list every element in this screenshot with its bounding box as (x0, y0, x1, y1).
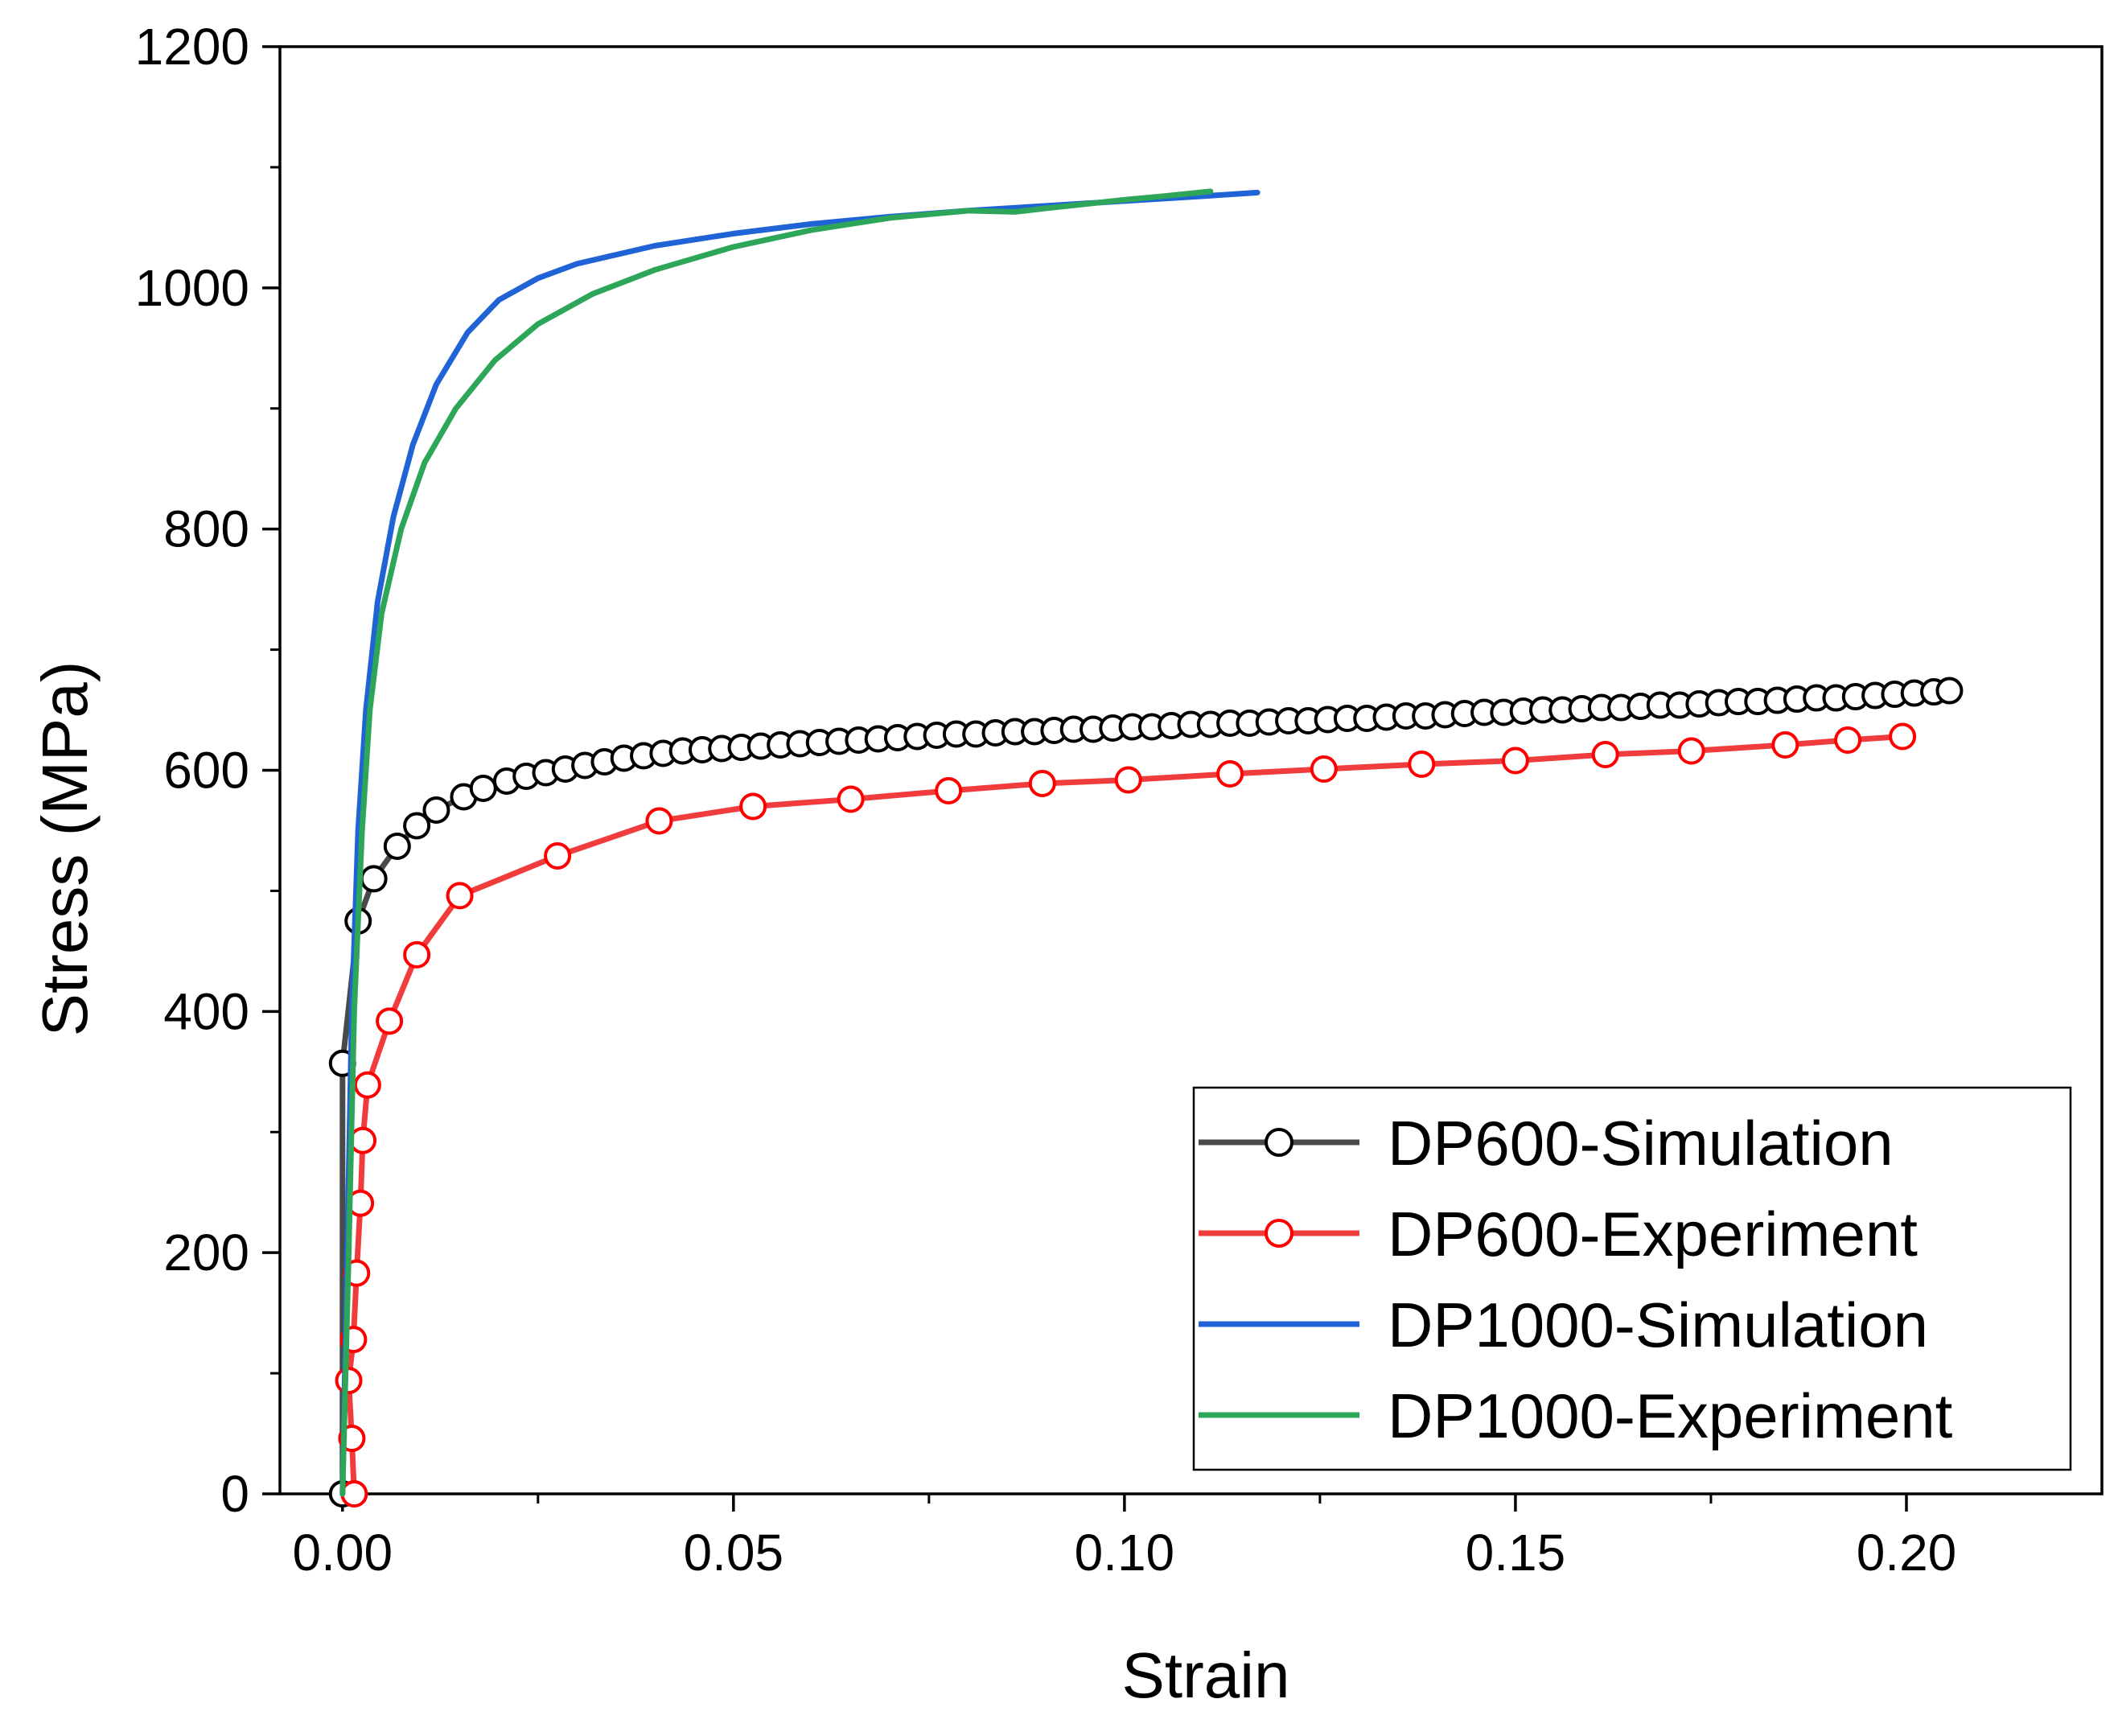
x-tick-label: 0.20 (1857, 1524, 1957, 1582)
legend-box (1192, 1086, 2072, 1471)
data-point-dp600-experiment (340, 1480, 368, 1508)
y-tick-label: 800 (163, 500, 249, 558)
data-point-dp600-experiment (353, 1071, 381, 1099)
data-point-dp600-experiment (837, 785, 865, 813)
data-point-dp600-experiment (1591, 741, 1619, 769)
data-point-dp600-experiment (1310, 755, 1338, 784)
data-point-dp600-experiment (376, 1007, 404, 1035)
legend-label: DP1000-Simulation (1388, 1290, 1928, 1360)
series-dp1000-experiment (339, 188, 1214, 1497)
x-axis-title: Strain (1122, 1639, 1290, 1711)
series-dp600-simulation (328, 677, 1964, 1508)
data-point-dp600-experiment (1114, 766, 1142, 794)
data-point-dp600-experiment (739, 792, 767, 821)
legend: DP600-Simulation DP600-Experiment DP1000-S… (1192, 1086, 2072, 1471)
data-point-dp600-experiment (1834, 726, 1862, 755)
data-point-dp600-simulation (383, 832, 411, 860)
x-tick-label: 0.05 (684, 1524, 784, 1582)
data-point-dp600-experiment (335, 1367, 363, 1395)
data-point-dp600-experiment (544, 841, 572, 870)
legend-label: DP1000-Experiment (1388, 1380, 1953, 1451)
data-point-dp600-simulation (1935, 677, 1964, 705)
data-point-dp600-simulation (360, 865, 388, 893)
data-point-dp600-experiment (1771, 731, 1799, 759)
data-point-dp600-experiment (935, 776, 963, 804)
legend-item-dp600-experiment: DP600-Experiment (1199, 1199, 1918, 1269)
legend-item-dp1000-experiment: DP1000-Experiment (1199, 1380, 1953, 1451)
x-tick-label: 0.15 (1466, 1524, 1566, 1582)
legend-label: DP600-Simulation (1388, 1108, 1894, 1179)
y-tick-label: 0 (220, 1465, 249, 1523)
y-axis-ticks: 0 200 400 600 800 1000 1200 (135, 18, 280, 1523)
legend-label: DP600-Experiment (1388, 1199, 1918, 1269)
series-line-dp1000-experiment (339, 188, 1214, 1497)
x-axis-ticks: 0.00 0.05 0.10 0.15 0.20 (292, 1494, 1956, 1582)
data-point-dp600-experiment (1677, 737, 1705, 765)
data-point-dp600-experiment (645, 807, 673, 835)
data-point-dp600-experiment (1408, 751, 1436, 779)
data-point-dp600-experiment (1028, 769, 1056, 797)
data-point-dp600-simulation (403, 812, 431, 840)
data-point-dp600-simulation (469, 774, 497, 802)
x-tick-label: 0.00 (292, 1524, 393, 1582)
data-point-dp600-experiment (446, 882, 474, 910)
series-line-dp1000-simulation (339, 189, 1261, 1497)
data-point-dp600-experiment (403, 940, 431, 969)
y-tick-label: 1200 (135, 18, 249, 76)
y-axis-title: Stress (MPa) (29, 661, 101, 1037)
data-point-dp600-experiment (1501, 747, 1529, 775)
y-tick-label: 400 (163, 982, 249, 1040)
data-point-dp600-experiment (1216, 759, 1244, 788)
legend-item-dp1000-simulation: DP1000-Simulation (1199, 1290, 1928, 1360)
y-tick-label: 600 (163, 742, 249, 800)
data-point-dp600-experiment (349, 1126, 377, 1154)
x-tick-label: 0.10 (1075, 1524, 1175, 1582)
series-layer (328, 188, 1964, 1508)
y-tick-label: 1000 (135, 259, 249, 317)
data-point-dp600-simulation (422, 796, 450, 824)
y-tick-label: 200 (163, 1224, 249, 1281)
series-dp1000-simulation (339, 189, 1261, 1497)
legend-swatch-marker (1265, 1128, 1293, 1157)
legend-swatch-marker (1265, 1219, 1293, 1248)
legend-item-dp600-simulation: DP600-Simulation (1199, 1108, 1894, 1179)
data-point-dp600-experiment (1889, 722, 1917, 751)
